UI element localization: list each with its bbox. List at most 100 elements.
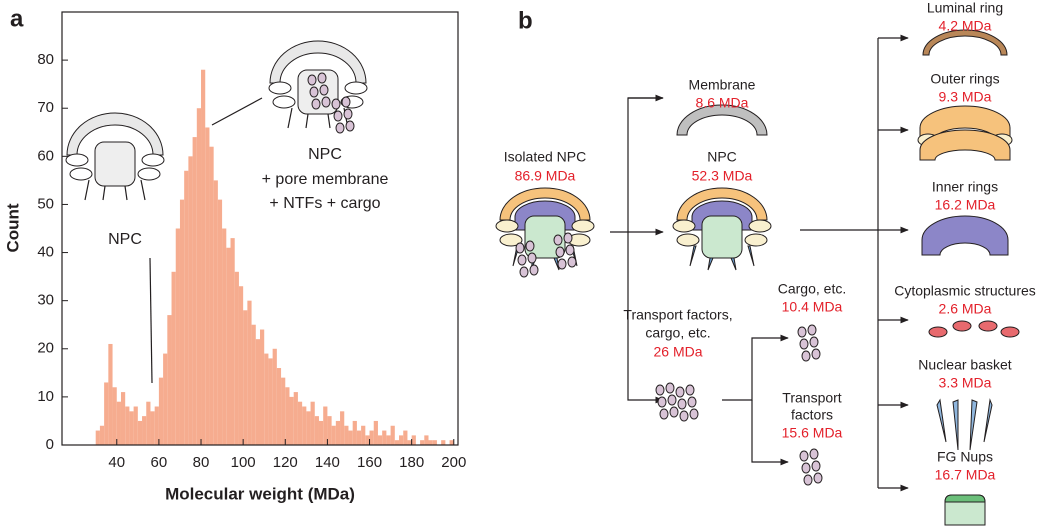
bar <box>112 387 117 445</box>
bar <box>352 420 357 445</box>
y-tick-label: 60 <box>37 147 54 164</box>
annotation: + pore membrane <box>262 171 389 188</box>
bar <box>150 411 155 445</box>
bar <box>272 348 277 445</box>
node-mass: 52.3 MDa <box>692 168 753 184</box>
bar <box>146 401 151 445</box>
node-mass: 16.2 MDa <box>935 197 996 213</box>
bar <box>382 430 387 445</box>
panel-label: a <box>10 5 24 32</box>
bar <box>192 137 197 446</box>
bar <box>420 440 425 445</box>
y-tick-label: 0 <box>46 436 54 453</box>
bar <box>432 440 437 445</box>
node-label: Luminal ring <box>927 0 1003 16</box>
node-label: Transport <box>782 390 842 406</box>
bar <box>365 435 370 445</box>
bar <box>285 387 290 445</box>
bar <box>276 368 282 445</box>
x-axis-label: Molecular weight (MDa) <box>165 484 355 503</box>
bar <box>108 343 113 445</box>
y-tick-label: 80 <box>37 51 54 68</box>
connectors <box>610 34 909 492</box>
annotation: NPC <box>108 231 142 248</box>
y-axis-label: Count <box>3 203 22 252</box>
bar <box>403 430 408 445</box>
bar <box>167 315 172 445</box>
bar <box>260 329 265 445</box>
bar <box>196 108 202 445</box>
node-mass: 2.6 MDa <box>939 301 992 317</box>
bar <box>399 435 404 445</box>
x-tick-label: 160 <box>357 454 382 471</box>
node-label: factors <box>791 407 833 423</box>
bar <box>428 440 433 445</box>
bar <box>327 416 332 445</box>
bar <box>302 406 307 445</box>
node-mass: 3.3 MDa <box>939 375 992 391</box>
bar <box>441 440 446 445</box>
node-label: Inner rings <box>932 179 998 195</box>
x-tick-label: 60 <box>151 454 168 471</box>
node-mass: 8.6 MDa <box>696 95 749 111</box>
bar <box>281 377 286 445</box>
bar <box>323 406 328 445</box>
node-label: Transport factors, <box>623 307 732 323</box>
y-tick-label: 30 <box>37 292 54 309</box>
bar <box>238 286 244 445</box>
npc-icon <box>65 112 165 201</box>
bar <box>226 247 231 445</box>
plot-frame <box>61 11 459 446</box>
bar <box>297 401 303 445</box>
y-tick-label: 40 <box>37 244 54 261</box>
bar <box>129 411 134 445</box>
node-mass: 10.4 MDa <box>782 299 843 315</box>
bar <box>306 411 311 445</box>
bar <box>171 271 176 445</box>
node-mass: 9.3 MDa <box>939 89 992 105</box>
node-label: Isolated NPC <box>504 149 586 165</box>
bar <box>125 406 130 445</box>
bar <box>340 411 345 445</box>
bar <box>188 156 193 446</box>
bar <box>377 435 383 445</box>
bar <box>411 435 416 445</box>
node-mass: 15.6 MDa <box>782 425 843 441</box>
bar <box>293 392 298 445</box>
x-tick-label: 100 <box>231 454 256 471</box>
bar <box>318 420 324 445</box>
bar <box>356 430 362 445</box>
node-label: Cargo, etc. <box>778 281 846 297</box>
bar <box>201 69 206 445</box>
bar <box>373 420 378 445</box>
bar <box>255 339 260 445</box>
bar <box>222 228 227 445</box>
node-label: Outer rings <box>930 71 999 87</box>
bar <box>213 180 218 445</box>
bar <box>268 358 273 445</box>
bar <box>133 406 138 445</box>
bar <box>175 228 180 445</box>
bar <box>158 377 164 445</box>
node-mass: 4.2 MDa <box>939 18 992 34</box>
x-tick-label: 80 <box>193 454 210 471</box>
bar <box>163 353 168 445</box>
node-label: FG Nups <box>937 449 993 465</box>
bar <box>154 406 159 445</box>
node-label: Cytoplasmic structures <box>894 283 1036 299</box>
bar <box>137 420 143 445</box>
bar <box>243 310 248 445</box>
x-tick-label: 140 <box>315 454 340 471</box>
bar <box>205 127 210 445</box>
bar <box>120 392 126 445</box>
node-label: NPC <box>707 149 737 165</box>
annotation: NPC <box>308 146 342 163</box>
bar <box>331 425 336 445</box>
bar <box>369 430 374 445</box>
bar <box>116 401 121 445</box>
bar <box>310 401 315 445</box>
bar <box>407 440 412 445</box>
pointer-line <box>211 97 263 126</box>
node-label: cargo, etc. <box>645 325 710 341</box>
